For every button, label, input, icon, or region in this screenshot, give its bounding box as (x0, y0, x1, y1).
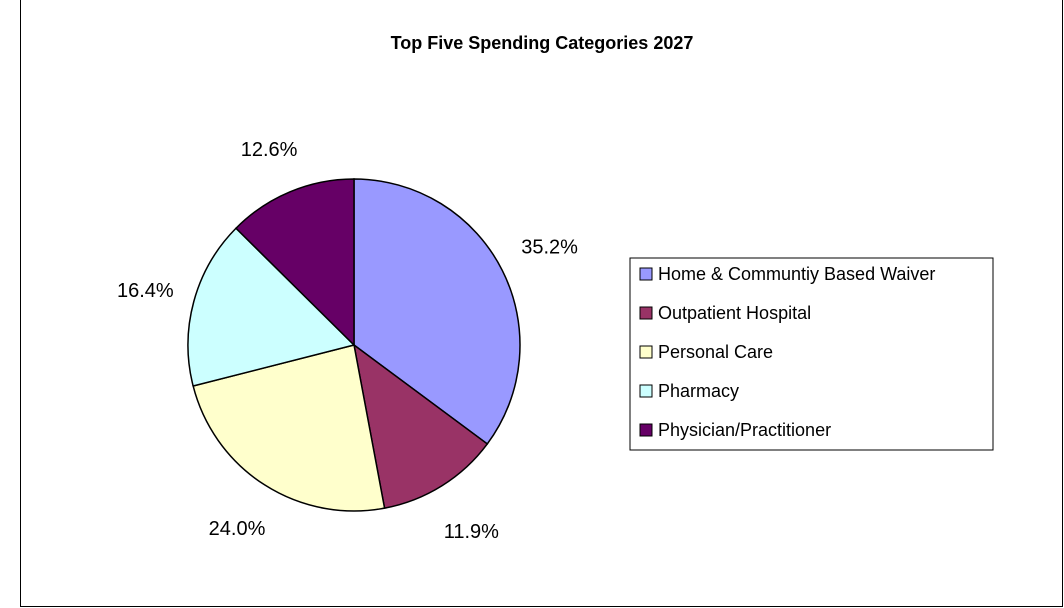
legend-swatch (639, 267, 653, 281)
pie-slices (187, 178, 521, 512)
pie-slice-pharmacy (187, 227, 356, 387)
legend-box (629, 257, 994, 451)
percent-labels: 35.2% 11.9% 24.0% 16.4% 12.6% (117, 139, 578, 543)
pie-slice-outpatient-hospital (352, 343, 489, 510)
percent-label: 11.9% (444, 521, 499, 543)
pie-slice-physician-practitioner (234, 178, 355, 347)
percent-label: 12.6% (241, 139, 298, 161)
legend: Home & Communtiy Based Waiver Outpatient … (629, 257, 994, 451)
legend-label: Physician/Practitioner (658, 420, 831, 440)
legend-label: Pharmacy (658, 381, 739, 401)
percent-label: 24.0% (209, 518, 266, 540)
pie-slice-personal-care (192, 344, 386, 512)
percent-label: 35.2% (521, 237, 578, 259)
legend-items: Home & Communtiy Based Waiver Outpatient … (639, 264, 935, 440)
legend-label: Personal Care (658, 342, 773, 362)
chart-title: Top Five Spending Categories 2027 (391, 33, 694, 53)
legend-swatch (639, 384, 653, 398)
legend-swatch (639, 306, 653, 320)
percent-label: 16.4% (117, 280, 174, 302)
legend-swatch (639, 345, 653, 359)
pie-slice-home-communtiy-based-waiver (353, 178, 521, 446)
legend-label: Outpatient Hospital (658, 303, 811, 323)
legend-swatch (639, 423, 653, 437)
legend-label: Home & Communtiy Based Waiver (658, 264, 935, 284)
